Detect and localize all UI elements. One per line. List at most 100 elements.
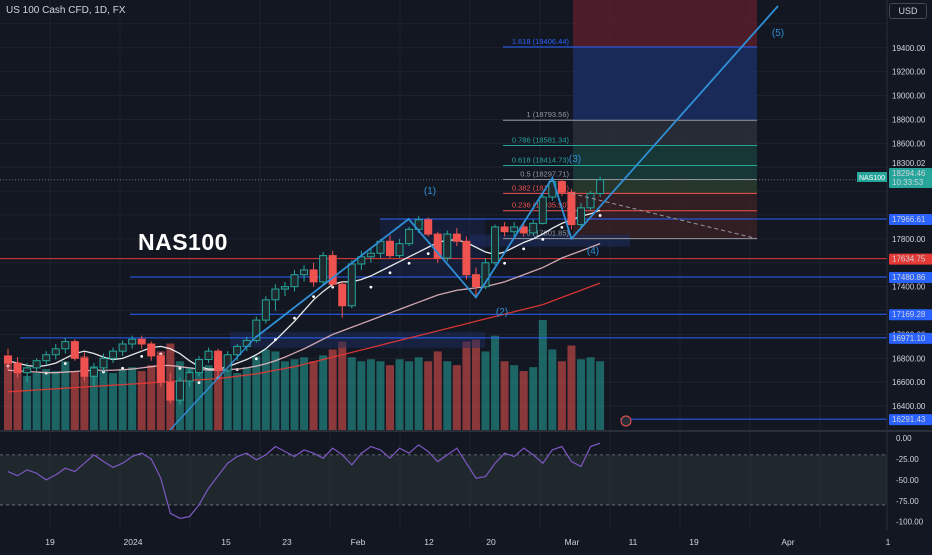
candle-body xyxy=(596,179,605,194)
elliott-wave-path xyxy=(254,5,779,339)
volume-bar xyxy=(366,359,375,430)
volume-bar xyxy=(61,361,70,430)
volume-bar xyxy=(147,365,156,430)
price-tick-label: 19000.00 xyxy=(892,92,926,101)
candle-body xyxy=(424,219,433,235)
price-tick-label: 18600.00 xyxy=(892,139,926,148)
fib-label: 1.618 (19406.44) xyxy=(512,37,570,46)
candle-body xyxy=(338,283,347,307)
rsi-tick-label: -75.00 xyxy=(896,497,919,506)
volume-bar xyxy=(395,359,404,430)
price-tick-label: 17400.00 xyxy=(892,283,926,292)
ma-dot xyxy=(63,362,67,365)
price-tick-label: 16800.00 xyxy=(892,354,926,363)
x-tick-label: 19 xyxy=(45,537,55,547)
price-label-box xyxy=(889,253,932,265)
x-tick-label: 12 xyxy=(424,537,434,547)
x-tick-label: 11 xyxy=(629,537,638,547)
candle-body xyxy=(147,343,156,357)
candle-body xyxy=(300,269,309,276)
ma-dot xyxy=(369,285,373,289)
volume-bar xyxy=(491,335,500,430)
volume-bar xyxy=(99,371,108,430)
volume-bar xyxy=(577,359,585,430)
volume-bar xyxy=(300,357,309,430)
volume-bar xyxy=(328,349,337,430)
candle-body xyxy=(386,240,394,257)
candle-body xyxy=(261,299,270,321)
candle-body xyxy=(166,381,175,401)
candle-body xyxy=(347,263,356,307)
x-tick-label: 20 xyxy=(486,537,496,547)
fib-zone-1618 xyxy=(573,47,757,121)
fib-zone-382 xyxy=(573,193,757,239)
fib-label: 0.382 (18180.69) xyxy=(512,183,570,192)
volume-bar xyxy=(89,366,98,430)
volume-bar xyxy=(548,349,557,430)
fib-zone-5 xyxy=(573,179,757,194)
price-label-box xyxy=(889,309,932,321)
ma-dot xyxy=(560,225,564,229)
price-tick-label: 16291.43 xyxy=(892,415,926,424)
volume-bar xyxy=(23,375,32,430)
price-label-box xyxy=(889,332,932,344)
candle-body xyxy=(51,348,60,356)
currency-button[interactable]: USD xyxy=(889,3,927,19)
projection-line xyxy=(571,192,758,240)
candle-body xyxy=(204,350,213,361)
volume-bar xyxy=(443,361,452,430)
candle-body xyxy=(137,338,146,345)
ma-dot xyxy=(178,366,182,370)
candles xyxy=(4,176,605,405)
candle-body xyxy=(185,372,194,382)
volume-bar xyxy=(195,371,203,430)
volume-bars xyxy=(4,320,605,430)
volume-bar xyxy=(596,361,605,430)
volume-bar xyxy=(376,361,385,430)
volume-bar xyxy=(242,367,251,430)
volume-bar xyxy=(567,345,576,430)
candle-body xyxy=(500,226,509,233)
ma-dot xyxy=(407,261,411,265)
candle-body xyxy=(481,262,490,288)
price-label-box xyxy=(889,414,932,426)
candle-body xyxy=(538,196,547,224)
price-tick-label: 17169.28 xyxy=(892,310,926,319)
volume-bar xyxy=(405,361,414,430)
volume-bar xyxy=(223,371,232,430)
volume-bar xyxy=(233,373,242,430)
wave-extension xyxy=(169,337,256,431)
volume-bar xyxy=(471,339,480,430)
candle-body xyxy=(61,341,70,350)
volume-bar xyxy=(510,365,519,430)
volume-bar xyxy=(70,371,79,430)
wave-label: (5) xyxy=(772,28,784,39)
volume-bar xyxy=(271,351,280,430)
volume-bar xyxy=(338,341,347,430)
price-label-box xyxy=(889,168,932,179)
candle-body xyxy=(557,181,566,193)
ma-dot xyxy=(197,381,201,385)
moving-average-line xyxy=(7,243,601,374)
symbol-tag-box xyxy=(857,172,887,182)
x-tick-label: 2024 xyxy=(124,537,143,547)
candle-body xyxy=(510,226,519,233)
ma-dot xyxy=(598,214,602,217)
volume-bar xyxy=(13,371,22,430)
ma-dot xyxy=(102,370,105,374)
price-label-box xyxy=(889,158,932,169)
volume-bar xyxy=(347,357,356,430)
candle-body xyxy=(156,355,165,383)
candle-body xyxy=(280,286,289,290)
moving-average-line xyxy=(7,282,601,393)
candle-body xyxy=(252,319,261,341)
candle-body xyxy=(452,233,461,242)
x-tick-label: Feb xyxy=(351,537,366,547)
price-label-box xyxy=(889,272,932,284)
candle-body xyxy=(309,269,318,283)
volume-bar xyxy=(4,361,12,430)
volume-bar xyxy=(252,356,261,430)
ma-dot xyxy=(522,247,526,251)
